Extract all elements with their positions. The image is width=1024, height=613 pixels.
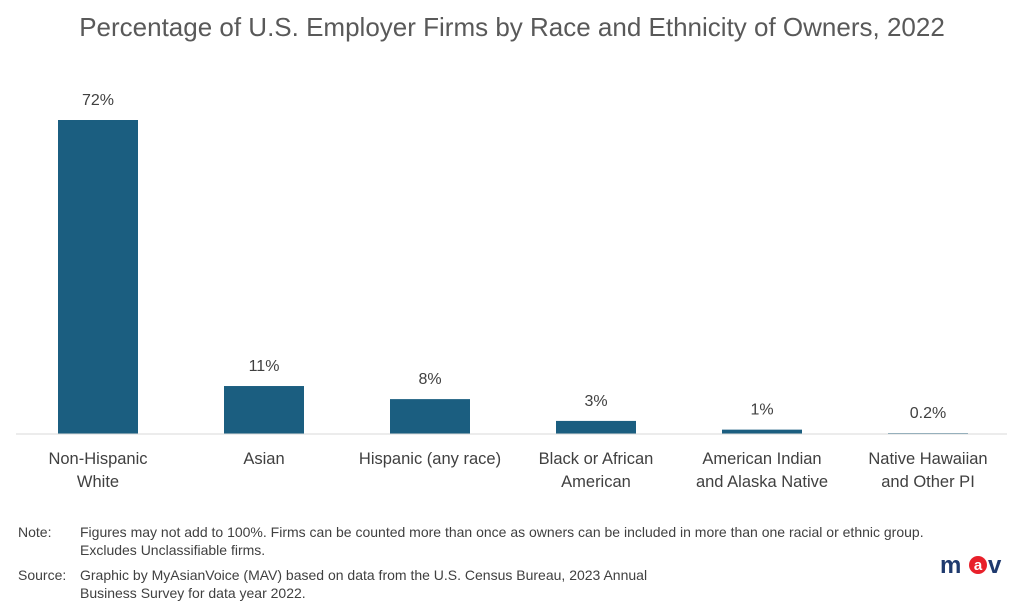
svg-text:v: v	[988, 552, 1002, 578]
category-label: Black or African American	[538, 450, 654, 491]
data-label: 1%	[750, 402, 773, 419]
bar	[58, 120, 138, 434]
source-label: Source:	[18, 567, 67, 583]
svg-text:a: a	[974, 557, 983, 574]
data-label: 72%	[82, 92, 114, 109]
bar	[390, 399, 470, 434]
note: Note: Figures may not add to 100%. Firms…	[18, 523, 1008, 561]
mav-logo: m a v	[940, 552, 1002, 578]
source: Source: Graphic by MyAsianVoice (MAV) ba…	[18, 566, 1008, 604]
data-label: 0.2%	[910, 405, 946, 422]
bar	[556, 420, 636, 434]
category-label: American Indian and Alaska Native	[695, 450, 829, 491]
note-label: Note:	[18, 524, 52, 540]
bar	[722, 429, 802, 434]
data-label: 3%	[584, 393, 607, 410]
category-label: Non-Hispanic White	[48, 450, 148, 491]
svg-text:m: m	[940, 552, 961, 578]
data-label: 11%	[249, 358, 280, 375]
category-label: Native Hawaiian and Other PI	[868, 450, 988, 491]
chart-title: Percentage of U.S. Employer Firms by Rac…	[79, 12, 945, 42]
source-text: Graphic by MyAsianVoice (MAV) based on d…	[80, 567, 648, 601]
bar	[224, 386, 304, 434]
category-label: Asian	[243, 450, 285, 468]
data-label: 8%	[418, 371, 441, 388]
category-label: Hispanic (any race)	[358, 450, 502, 468]
note-text: Figures may not add to 100%. Firms can b…	[80, 524, 924, 558]
